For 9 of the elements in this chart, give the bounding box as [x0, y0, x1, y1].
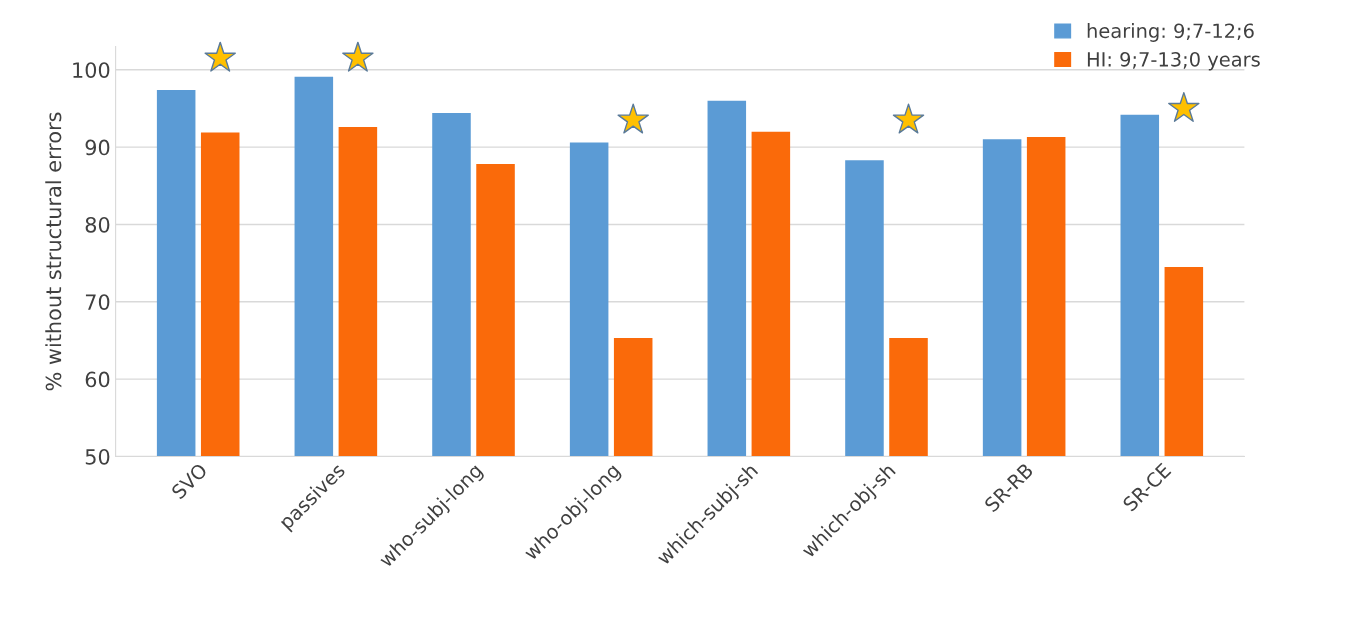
y-tick-label: 80: [85, 216, 110, 233]
y-tick-label: 100: [73, 62, 110, 78]
legend-label: hearing: 9;7-12;6: [1087, 23, 1254, 42]
y-tick-label: 90: [85, 139, 110, 156]
y-tick-label: 70: [85, 294, 110, 310]
legend-label: HI: 9;7-13;0 years: [1087, 51, 1260, 71]
y-axis-title: % without structural errors: [45, 112, 62, 391]
y-tick-label: 60: [85, 371, 110, 388]
y-tick-label: 50: [85, 448, 110, 465]
